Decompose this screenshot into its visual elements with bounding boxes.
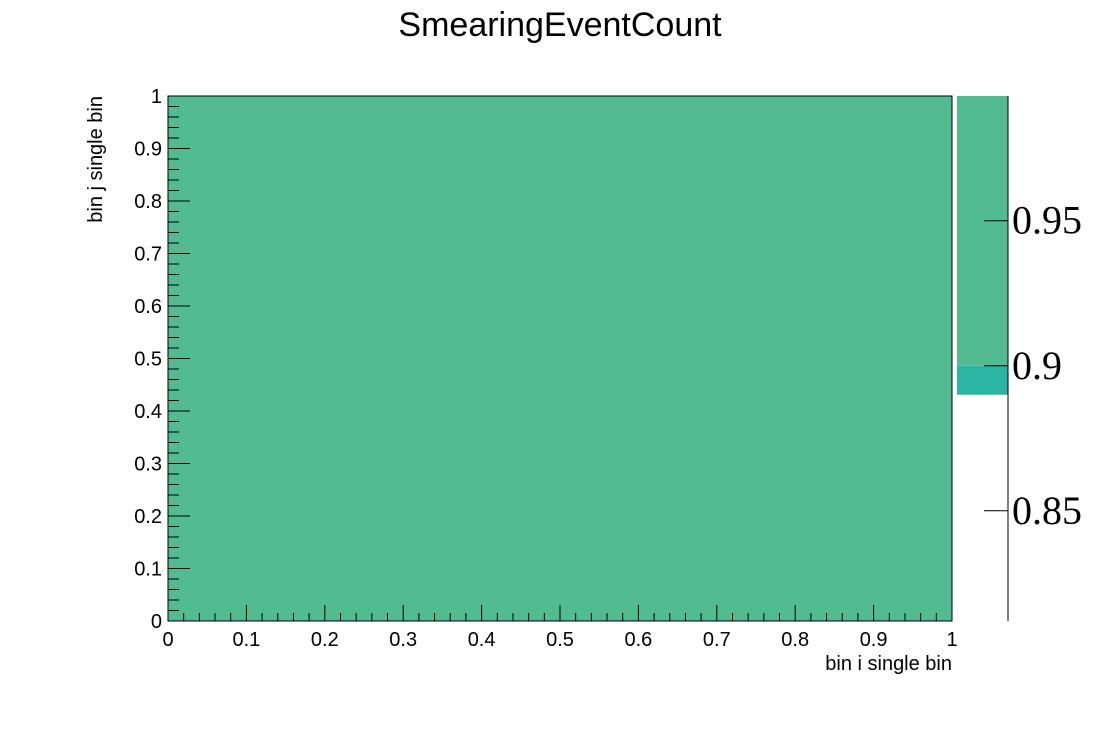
x-tick-label: 1 (946, 629, 957, 651)
colorbar-segment (957, 365, 1008, 395)
x-axis: 0 0.1 0.2 0.3 0.4 0.5 0.6 0.7 0.8 0.9 1 (162, 605, 958, 651)
y-tick-label: 0.3 (134, 454, 162, 476)
x-tick-label: 0 (162, 629, 173, 651)
x-tick-label: 0.8 (781, 629, 809, 651)
colorbar: 0.85 0.9 0.95 (957, 96, 1082, 621)
y-tick-label: 0.9 (134, 139, 162, 161)
x-tick-label: 0.4 (468, 629, 496, 651)
y-axis: 0 0.1 0.2 0.3 0.4 0.5 0.6 0.7 0.8 0.9 1 (134, 86, 190, 633)
y-tick-label: 0.8 (134, 191, 162, 213)
y-tick-label: 0 (151, 611, 162, 633)
x-tick-label: 0.1 (232, 629, 260, 651)
colorbar-segment (957, 96, 1008, 366)
y-tick-label: 0.2 (134, 506, 162, 528)
colorbar-tick-label: 0.9 (1012, 343, 1062, 388)
colorbar-tick-label: 0.85 (1012, 488, 1082, 533)
heatmap-cell (168, 96, 952, 621)
x-tick-label: 0.2 (311, 629, 339, 651)
y-tick-label: 0.7 (134, 244, 162, 266)
y-axis-label: bin j single bin (85, 96, 107, 223)
x-tick-label: 0.9 (860, 629, 888, 651)
x-tick-label: 0.5 (546, 629, 574, 651)
y-tick-label: 0.5 (134, 349, 162, 371)
y-tick-label: 0.4 (134, 401, 162, 423)
y-tick-label: 0.1 (134, 559, 162, 581)
y-tick-label: 1 (151, 86, 162, 108)
x-tick-label: 0.7 (703, 629, 731, 651)
x-axis-label: bin i single bin (825, 653, 952, 675)
x-tick-label: 0.3 (389, 629, 417, 651)
x-tick-label: 0.6 (624, 629, 652, 651)
chart-title: SmearingEventCount (398, 6, 722, 44)
y-tick-label: 0.6 (134, 296, 162, 318)
plot-area (167, 95, 953, 622)
colorbar-tick-label: 0.95 (1012, 198, 1082, 243)
